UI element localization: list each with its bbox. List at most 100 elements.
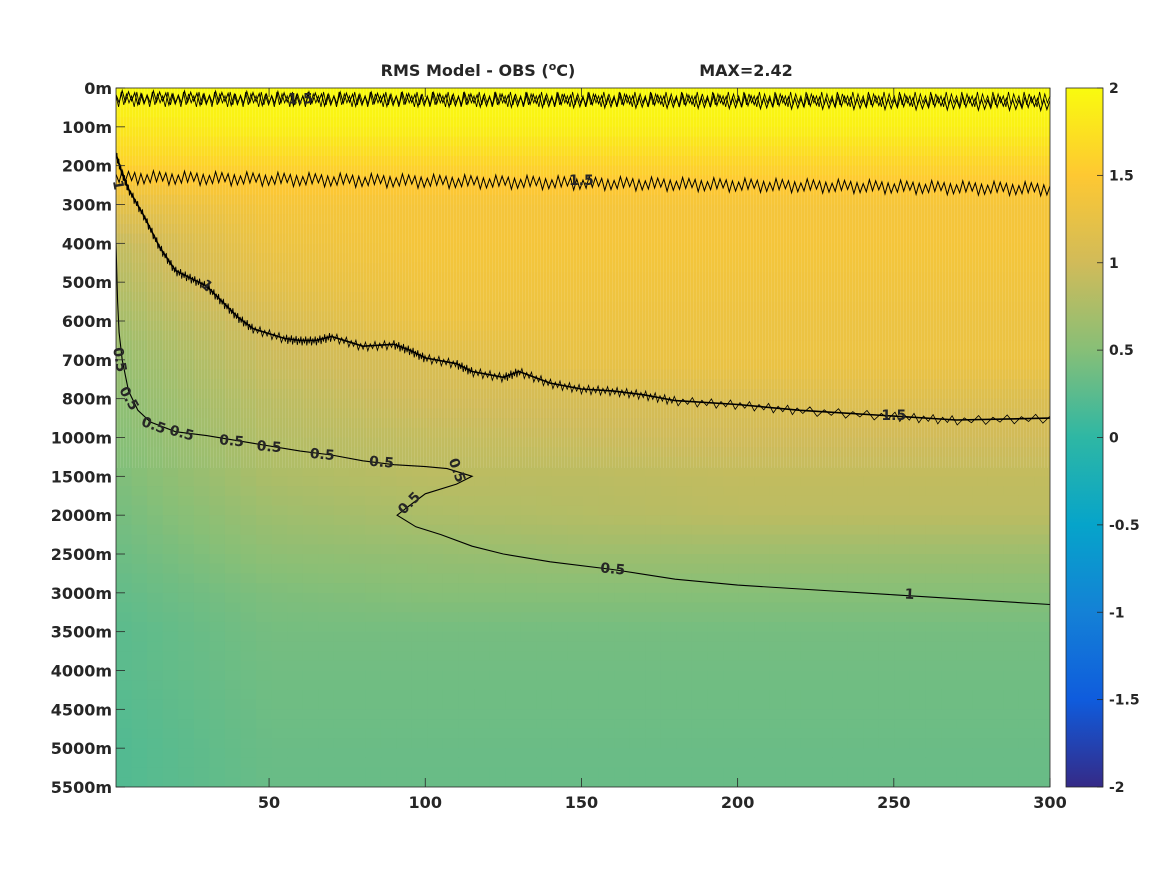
heatmap-cell (209, 563, 226, 575)
heatmap-cell (193, 554, 210, 565)
heatmap-cell (489, 660, 506, 672)
heatmap-cell (598, 631, 615, 642)
heatmap-cell (240, 728, 257, 740)
heatmap-cell (365, 699, 382, 710)
heatmap-cell (972, 738, 989, 749)
heatmap-cell (676, 748, 693, 759)
heatmap-cell (583, 699, 600, 710)
heatmap-cell (987, 466, 1004, 477)
heatmap-cell (909, 680, 927, 691)
heatmap-cell (427, 631, 444, 642)
heatmap-cell (380, 524, 397, 536)
heatmap-cell (489, 495, 506, 507)
heatmap-cell (785, 515, 802, 526)
heatmap-cell (520, 563, 537, 575)
heatmap-cell (660, 719, 677, 730)
y-tick-label: 0m (84, 79, 112, 98)
heatmap-cell (925, 466, 942, 477)
heatmap-cell (614, 660, 631, 672)
heatmap-cell (816, 486, 833, 497)
heatmap-cell (489, 738, 506, 749)
heatmap-cell (785, 689, 802, 701)
heatmap-cell (505, 515, 522, 526)
heatmap-cell (769, 544, 786, 555)
heatmap-cell (474, 573, 491, 584)
contour-line-1 (116, 153, 1050, 421)
heatmap-cell (224, 738, 242, 749)
heatmap-cell (224, 544, 242, 555)
heatmap-cell (349, 660, 366, 672)
heatmap-cell (629, 757, 646, 769)
heatmap-cell (224, 748, 242, 759)
heatmap-cell (131, 719, 148, 730)
heatmap-cell (193, 583, 210, 594)
heatmap-cell (816, 573, 833, 584)
heatmap-cell (987, 767, 1004, 778)
heatmap-cell (614, 476, 631, 487)
heatmap-cell (442, 680, 460, 691)
heatmap-cell (956, 466, 973, 477)
heatmap-cell (941, 544, 958, 555)
heatmap-cell (723, 534, 740, 545)
heatmap-cell (162, 563, 179, 575)
heatmap-cell (271, 486, 288, 497)
heatmap-cell (972, 777, 989, 787)
heatmap-cell (302, 738, 319, 749)
colorbar-tick-label: 1 (1109, 256, 1119, 272)
heatmap-cell (442, 554, 460, 565)
heatmap-cell (972, 592, 989, 604)
heatmap-cell (116, 495, 133, 507)
heatmap-cell (800, 563, 818, 575)
heatmap-cell (162, 757, 179, 769)
heatmap-cell (318, 699, 335, 710)
heatmap-cell (972, 466, 989, 477)
heatmap-cell (193, 612, 210, 623)
heatmap-cell (442, 563, 460, 575)
heatmap-cell (754, 738, 771, 749)
heatmap-cell (1018, 573, 1036, 584)
heatmap-cell (863, 544, 880, 555)
heatmap-cell (1003, 563, 1020, 575)
heatmap-cell (365, 466, 382, 477)
heatmap-cell (1018, 660, 1036, 672)
heatmap-cell (349, 777, 366, 787)
heatmap-cell (178, 680, 195, 691)
heatmap-cell (193, 602, 210, 613)
heatmap-cell (349, 631, 366, 642)
contour-line-1-noise (116, 151, 1050, 426)
heatmap-cell (287, 583, 304, 594)
heatmap-cell (785, 728, 802, 740)
heatmap-cell (567, 573, 584, 584)
heatmap-cell (832, 641, 849, 652)
heatmap-cell (987, 719, 1004, 730)
heatmap-cell (333, 728, 351, 740)
heatmap-cell (629, 495, 646, 507)
heatmap-cell (380, 699, 397, 710)
heatmap-cell (909, 515, 927, 526)
heatmap-cell (707, 719, 724, 730)
heatmap-cell (909, 621, 927, 633)
heatmap-cell (707, 505, 724, 516)
heatmap-cell (209, 631, 226, 642)
heatmap-cell (660, 631, 677, 642)
heatmap-cell (240, 544, 257, 555)
heatmap-cell (442, 709, 460, 720)
x-tick-label: 50 (258, 793, 280, 812)
heatmap-cell (567, 505, 584, 516)
heatmap-cell (863, 728, 880, 740)
heatmap-cell (925, 524, 942, 536)
heatmap-cell (660, 554, 677, 565)
heatmap-cell (614, 495, 631, 507)
heatmap-cell (427, 728, 444, 740)
heatmap-cell (116, 728, 133, 740)
heatmap-cell (894, 738, 911, 749)
heatmap-cell (956, 748, 973, 759)
heatmap-cell (925, 602, 942, 613)
heatmap-cell (816, 728, 833, 740)
heatmap-cell (474, 777, 491, 787)
heatmap-cell (116, 505, 133, 516)
heatmap-cell (676, 699, 693, 710)
y-tick-label: 500m (62, 273, 112, 292)
heatmap-cell (567, 612, 584, 623)
heatmap-cell (240, 534, 257, 545)
